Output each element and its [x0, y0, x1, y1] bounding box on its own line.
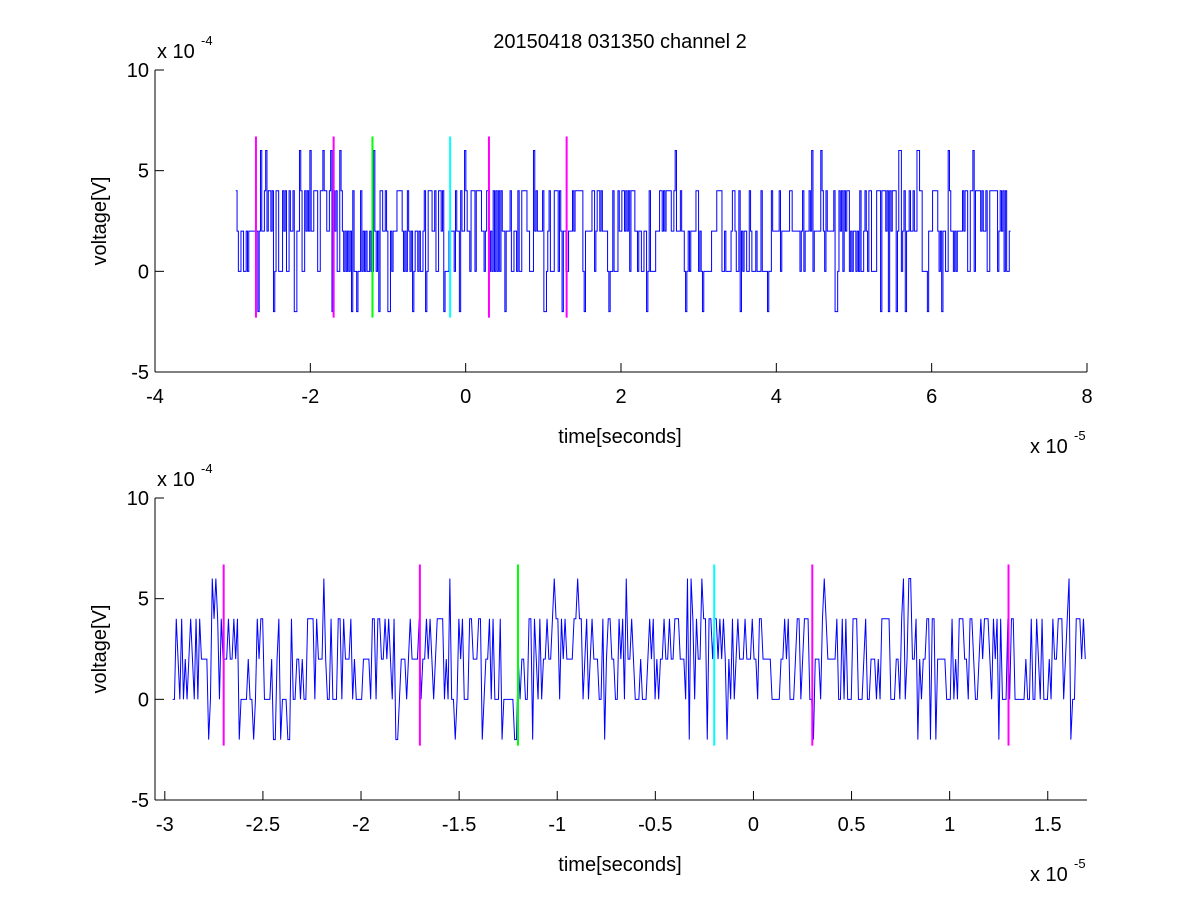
top-panel: -4 -2 0 2 4 6 8 -5 0 5 10 time[seconds] voltage[V] x … — [89, 33, 1093, 458]
y-axis-label: voltage[V] — [89, 605, 111, 694]
figure-title: 20150418 031350 channel 2 — [493, 31, 747, 53]
x-tick-label: 4 — [771, 386, 782, 408]
y-tick-label: 5 — [138, 161, 149, 183]
x-tick-label: 1 — [944, 814, 955, 836]
x-axis-label: time[seconds] — [558, 854, 681, 876]
y-tick-label: 0 — [138, 261, 149, 283]
y-tick-label: -5 — [131, 790, 149, 812]
y-scale-multiplier: x 10 — [157, 469, 195, 491]
x-tick-label: 8 — [1081, 386, 1092, 408]
y-tick-label: 10 — [127, 60, 149, 82]
x-tick-label: -2.5 — [246, 814, 280, 836]
x-tick-label: 2 — [615, 386, 626, 408]
x-tick-label: -2 — [352, 814, 370, 836]
x-tick-label: -4 — [146, 386, 164, 408]
x-scale-multiplier: x 10 — [1030, 864, 1068, 886]
signal-trace — [172, 578, 1086, 741]
x-tick-label: 0 — [748, 814, 759, 836]
y-scale-exponent: -4 — [201, 33, 213, 48]
y-tick-label: 5 — [138, 589, 149, 611]
x-tick-label: -3 — [156, 814, 174, 836]
x-tick-label: -1.5 — [442, 814, 476, 836]
y-tick-label: 10 — [127, 488, 149, 510]
y-tick-label: 0 — [138, 689, 149, 711]
bottom-panel: -3 -2.5 -2 -1.5 -1 -0.5 0 0.5 1 1.5 -5 0 5 10 time[sec… — [89, 461, 1087, 886]
y-tick-label: -5 — [131, 362, 149, 384]
x-tick-label: 0 — [460, 386, 471, 408]
x-axis-label: time[seconds] — [558, 426, 681, 448]
y-scale-multiplier: x 10 — [157, 41, 195, 63]
x-tick-label: -1 — [548, 814, 566, 836]
y-scale-exponent: -4 — [201, 461, 213, 476]
x-tick-label: -2 — [301, 386, 319, 408]
x-tick-label: 1.5 — [1034, 814, 1062, 836]
x-scale-multiplier: x 10 — [1030, 436, 1068, 458]
x-scale-exponent: -5 — [1074, 856, 1086, 871]
y-axis-label: voltage[V] — [89, 177, 111, 266]
x-tick-label: -0.5 — [638, 814, 672, 836]
signal-trace — [235, 150, 1011, 313]
x-tick-label: 6 — [926, 386, 937, 408]
x-scale-exponent: -5 — [1074, 428, 1086, 443]
x-tick-label: 0.5 — [838, 814, 866, 836]
